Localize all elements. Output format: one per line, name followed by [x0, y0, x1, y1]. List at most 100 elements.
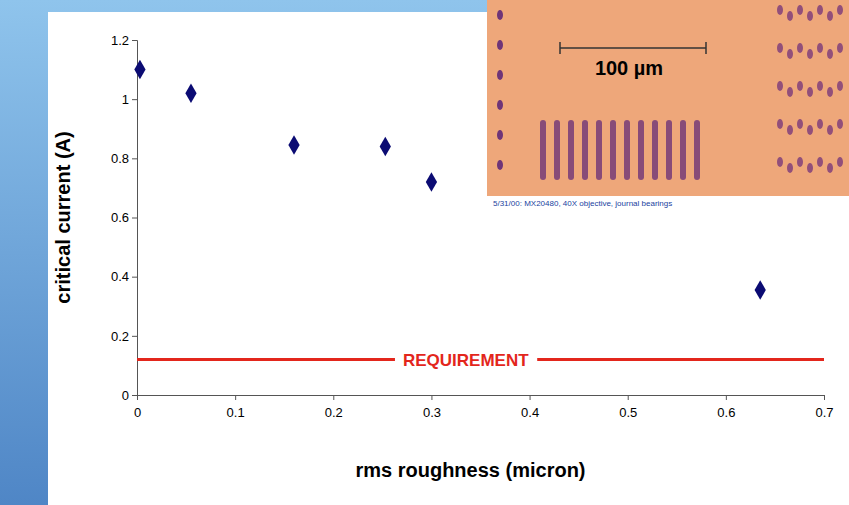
- y-tick-label: 1.2: [111, 33, 129, 48]
- y-tick-mark: [132, 395, 137, 396]
- inset-dot: [497, 70, 503, 80]
- x-tick-mark: [431, 395, 432, 400]
- inset-dot: [827, 49, 833, 59]
- inset-dot: [777, 157, 783, 167]
- inset-dot: [827, 87, 833, 97]
- y-tick: 0: [122, 388, 137, 403]
- inset-dot: [827, 163, 833, 173]
- inset-dot: [837, 81, 843, 91]
- inset-bar: [680, 120, 686, 180]
- inset-dot: [497, 100, 503, 110]
- plot-area: [134, 60, 824, 360]
- inset-dot: [817, 81, 823, 91]
- inset-bar: [582, 120, 588, 180]
- data-point: [288, 135, 299, 155]
- y-tick: 1.2: [111, 33, 137, 48]
- inset-dot: [777, 5, 783, 15]
- data-point: [426, 172, 437, 192]
- y-tick-label: 1: [122, 92, 129, 107]
- x-tick-label: 0.3: [423, 405, 441, 420]
- x-tick-label: 0.1: [227, 405, 245, 420]
- y-axis: 0 0.2 0.4 0.6 0.8 1 1.2: [111, 33, 138, 403]
- inset-dot: [797, 119, 803, 129]
- x-tick-label: 0.2: [325, 405, 343, 420]
- x-tick: 0.5: [619, 395, 637, 420]
- y-tick-label: 0.4: [111, 269, 129, 284]
- chart: 100 µm 5/31/00: MX20480, 40X objective, j…: [0, 0, 849, 505]
- y-tick: 0.6: [111, 210, 137, 225]
- x-tick: 0.7: [815, 395, 833, 420]
- x-tick-mark: [628, 395, 629, 400]
- inset-caption: 5/31/00: MX20480, 40X objective, journal…: [493, 199, 672, 208]
- x-axis-line: [138, 396, 825, 401]
- y-tick-mark: [132, 218, 137, 219]
- requirement-label-ground: [395, 350, 537, 371]
- inset-dot: [807, 87, 813, 97]
- inset-dot: [787, 11, 793, 21]
- inset-pattern: [497, 5, 843, 180]
- inset-dot: [807, 11, 813, 21]
- scale-bar-end: [705, 42, 707, 54]
- data-point: [755, 280, 766, 300]
- x-tick: 0: [134, 395, 141, 420]
- y-tick-mark: [132, 277, 137, 278]
- inset-dot: [497, 130, 503, 140]
- data-point: [134, 60, 145, 80]
- inset-dot: [817, 43, 823, 53]
- scale-bar: [560, 47, 706, 49]
- y-tick-label: 0.6: [111, 210, 129, 225]
- inset-dot: [837, 43, 843, 53]
- x-axis-title: rms roughness (micron): [355, 459, 585, 481]
- inset-dot: [837, 5, 843, 15]
- y-tick: 0.2: [111, 328, 137, 343]
- inset-dot: [797, 43, 803, 53]
- inset-bar: [666, 120, 672, 180]
- inset-dot: [777, 119, 783, 129]
- inset-bar: [624, 120, 630, 180]
- inset-dot: [787, 87, 793, 97]
- y-tick-label: 0: [122, 388, 129, 403]
- inset-dot: [777, 81, 783, 91]
- x-tick-label: 0: [134, 405, 141, 420]
- inset-bar: [638, 120, 644, 180]
- inset-dot: [787, 125, 793, 135]
- inset-dot: [827, 125, 833, 135]
- x-tick-mark: [726, 395, 727, 400]
- inset-bar: [540, 120, 546, 180]
- inset-dot: [797, 81, 803, 91]
- x-tick-mark: [530, 395, 531, 400]
- y-axis-title: critical current (A): [52, 131, 74, 303]
- scale-bar-end: [559, 42, 561, 54]
- inset-dot: [807, 163, 813, 173]
- x-tick-mark: [333, 395, 334, 400]
- inset-background: [487, 0, 849, 210]
- x-tick-label: 0.6: [717, 405, 735, 420]
- inset-bar: [568, 120, 574, 180]
- y-tick-mark: [132, 99, 137, 100]
- inset-dot: [827, 11, 833, 21]
- x-tick-mark: [824, 395, 825, 400]
- requirement-label: REQUIREMENT: [403, 351, 529, 370]
- x-tick-mark: [235, 395, 236, 400]
- inset-dot: [807, 49, 813, 59]
- scale-label: 100 µm: [595, 57, 663, 79]
- inset-bar: [596, 120, 602, 180]
- caption-ground: [487, 196, 849, 210]
- inset-dot: [497, 160, 503, 170]
- y-tick: 0.8: [111, 151, 137, 166]
- x-tick: 0.1: [227, 395, 245, 420]
- inset-dot: [497, 10, 503, 20]
- inset-dot: [797, 5, 803, 15]
- x-tick: 0.2: [325, 395, 343, 420]
- inset-bar: [652, 120, 658, 180]
- data-point: [380, 137, 391, 157]
- y-tick-mark: [132, 158, 137, 159]
- inset-bar: [554, 120, 560, 180]
- y-tick: 1: [122, 92, 137, 107]
- data-point: [185, 83, 196, 103]
- inset-dot: [817, 119, 823, 129]
- inset-dot: [817, 157, 823, 167]
- y-tick-label: 0.2: [111, 328, 129, 343]
- inset-dot: [837, 157, 843, 167]
- y-axis-line: [132, 41, 138, 396]
